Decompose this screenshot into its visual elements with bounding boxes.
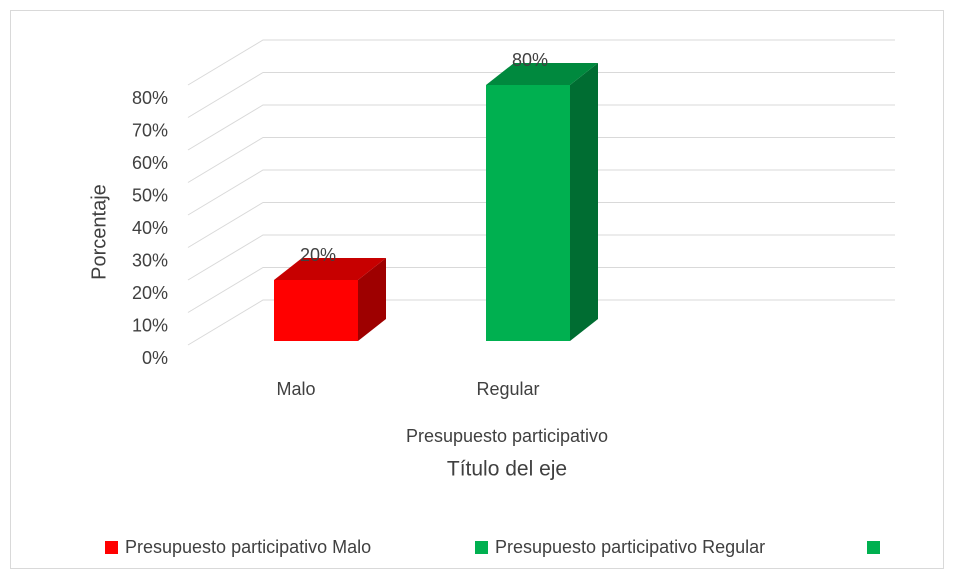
grid-line	[187, 202, 895, 248]
bar-side	[358, 258, 386, 341]
y-tick-label: 20%	[132, 283, 168, 303]
grid-line	[187, 267, 895, 313]
bar-front	[274, 280, 358, 341]
y-tick-label: 60%	[132, 153, 168, 173]
value-label: 80%	[512, 50, 548, 70]
y-tick-label: 70%	[132, 120, 168, 140]
grid-line	[187, 104, 895, 151]
y-tick-label: 10%	[132, 315, 168, 335]
y-tick-label: 30%	[132, 250, 168, 270]
grid-line	[187, 169, 895, 216]
y-axis-label: Porcentaje	[88, 184, 110, 280]
value-label: 20%	[300, 245, 336, 265]
legend-label: Presupuesto participativo Malo	[125, 537, 371, 557]
bar	[274, 258, 386, 341]
x-axis-label: Presupuesto participativo	[406, 426, 608, 446]
bar-top	[274, 258, 386, 280]
legend-label: Presupuesto participativo Regular	[495, 537, 765, 557]
bar-front	[486, 85, 570, 341]
y-tick-label: 40%	[132, 218, 168, 238]
legend-swatch	[105, 541, 118, 554]
y-tick-label: 80%	[132, 88, 168, 108]
grid-line	[187, 137, 895, 183]
x-tick-label: Malo	[276, 379, 315, 399]
grid-line	[187, 39, 895, 86]
grid-line	[187, 72, 895, 118]
grid-line	[187, 299, 895, 346]
grid-line	[187, 234, 895, 281]
x-axis-title: Título del eje	[447, 458, 567, 481]
y-tick-label: 0%	[142, 348, 168, 368]
y-tick-label: 50%	[132, 185, 168, 205]
legend-swatch	[475, 541, 488, 554]
bar-top	[486, 63, 598, 85]
chart-border	[10, 10, 944, 569]
legend-swatch	[867, 541, 880, 554]
x-tick-label: Regular	[476, 379, 539, 399]
bar-side	[570, 63, 598, 341]
bar	[486, 63, 598, 341]
